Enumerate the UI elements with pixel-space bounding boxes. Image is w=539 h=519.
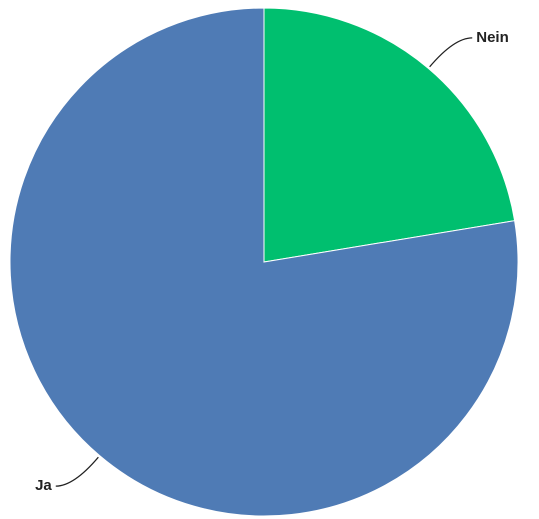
pie-slice xyxy=(263,7,516,263)
slice-label: Ja xyxy=(35,477,52,494)
slice-label: Nein xyxy=(476,29,509,46)
leader-line xyxy=(55,456,99,487)
pie-slice xyxy=(9,7,519,517)
leader-line xyxy=(429,37,473,68)
